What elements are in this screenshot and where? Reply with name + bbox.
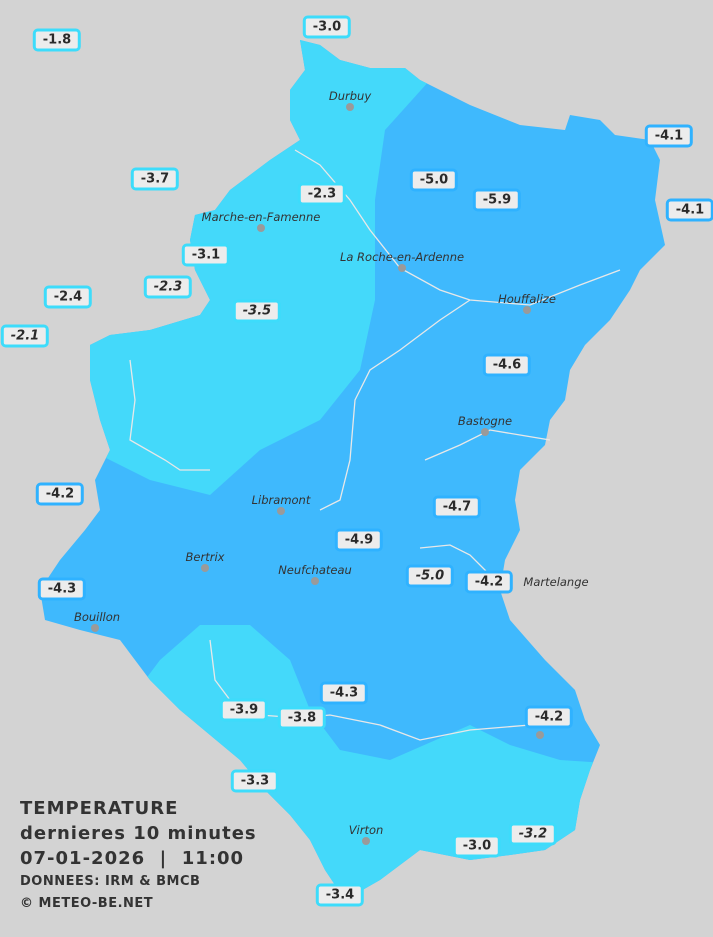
- town-dot: [362, 837, 370, 845]
- station-temp: -4.9: [334, 528, 384, 552]
- station-temp: -4.2: [35, 482, 85, 506]
- station-temp: -5.0: [409, 168, 459, 192]
- station-temp: -4.7: [432, 495, 482, 519]
- town-label: Libramont: [251, 493, 311, 507]
- legend-title: TEMPERATURE: [20, 798, 179, 819]
- town-label: Martelange: [523, 575, 589, 589]
- station-temp: -3.1: [181, 243, 231, 267]
- town-dot: [523, 306, 531, 314]
- station-temp: -2.3: [297, 182, 347, 206]
- station-temp: -2.3: [143, 275, 193, 299]
- station-temp: -3.9: [219, 698, 269, 722]
- legend-source: DONNEES: IRM & BMCB: [20, 874, 201, 889]
- station-temp: -1.8: [32, 28, 82, 52]
- station-temp: -3.0: [452, 834, 502, 858]
- station-temp: -3.8: [277, 706, 327, 730]
- town-dot: [346, 103, 354, 111]
- town-label: Bastogne: [457, 414, 513, 428]
- town-dot: [481, 428, 489, 436]
- station-temp: -3.0: [302, 15, 352, 39]
- station-temp: -4.3: [319, 681, 369, 705]
- town-label: La Roche-en-Ardenne: [339, 250, 465, 264]
- station-temp: -3.2: [508, 822, 558, 846]
- town-dot: [536, 731, 544, 739]
- station-temp: -4.3: [37, 577, 87, 601]
- town-dot: [277, 507, 285, 515]
- station-temp: -3.4: [315, 883, 365, 907]
- town-dot: [91, 624, 99, 632]
- station-temp: -4.2: [464, 570, 514, 594]
- town-dot: [257, 224, 265, 232]
- station-temp: -3.3: [230, 769, 280, 793]
- town-label: Houffalize: [498, 292, 556, 306]
- town-dot: [201, 564, 209, 572]
- town-label: Marche-en-Famenne: [201, 210, 321, 224]
- legend-copyright: © METEO-BE.NET: [20, 896, 154, 911]
- town-dot: [398, 264, 406, 272]
- legend-period: dernieres 10 minutes: [20, 823, 257, 844]
- town-dot: [311, 577, 319, 585]
- station-temp: -4.6: [482, 353, 532, 377]
- map-legend: TEMPERATURE dernieres 10 minutes 07-01-2…: [20, 796, 257, 915]
- town-label: Durbuy: [328, 89, 372, 103]
- legend-datetime: 07-01-2026 | 11:00: [20, 848, 245, 869]
- station-temp: -2.1: [0, 324, 50, 348]
- station-temp: -5.0: [405, 564, 455, 588]
- station-temp: -3.5: [232, 299, 282, 323]
- town-label: Bouillon: [73, 610, 121, 624]
- station-temp: -3.7: [130, 167, 180, 191]
- station-temp: -4.2: [524, 705, 574, 729]
- station-temp: -4.1: [665, 198, 713, 222]
- town-label: Neufchateau: [278, 563, 352, 577]
- station-temp: -2.4: [43, 285, 93, 309]
- town-label: Virton: [348, 823, 384, 837]
- station-temp: -4.1: [644, 124, 694, 148]
- station-temp: -5.9: [472, 188, 522, 212]
- town-label: Bertrix: [185, 550, 225, 564]
